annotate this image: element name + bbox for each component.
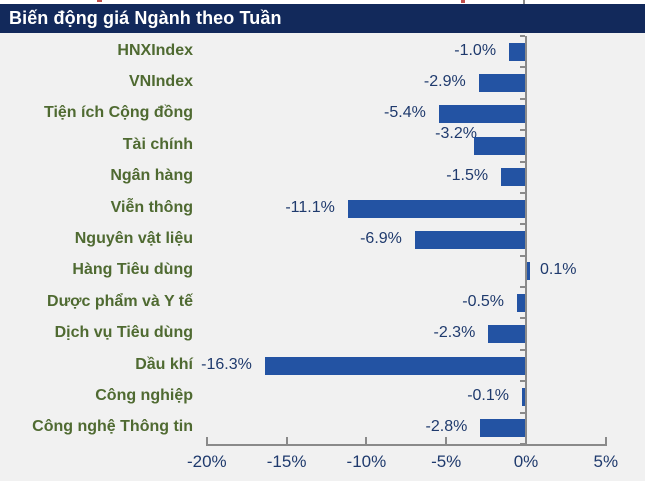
- value-label: -2.9%: [423, 73, 466, 91]
- category-label: Dầu khí: [135, 355, 193, 373]
- category-label: Nguyên vật liệu: [74, 230, 193, 247]
- category-label: Tiện ích Cộng đồng: [43, 104, 193, 122]
- chart-title: Biến động giá Ngành theo Tuần: [9, 8, 282, 28]
- x-axis-tick: [365, 437, 368, 445]
- zero-axis-line: [525, 36, 527, 446]
- x-axis-tick: [604, 437, 607, 445]
- x-axis-line: [205, 444, 607, 446]
- bar: [522, 387, 525, 406]
- category-label: HNXIndex: [117, 41, 193, 59]
- category-label: VNIndex: [128, 73, 193, 91]
- category-axis-tick: [520, 66, 525, 69]
- value-label: -2.3%: [433, 324, 476, 342]
- bar: [480, 419, 525, 438]
- x-axis-tick: [285, 437, 288, 445]
- category-axis-tick: [520, 35, 525, 37]
- category-axis-tick: [520, 129, 525, 132]
- value-label: -0.1%: [467, 386, 509, 404]
- gridline-artifact: [523, 0, 525, 4]
- bar: [478, 74, 525, 93]
- value-label: -1.5%: [446, 167, 489, 185]
- bar: [501, 168, 525, 187]
- red-artifact-mark: [97, 0, 102, 2]
- bar: [438, 105, 525, 124]
- value-label: -6.9%: [360, 230, 402, 247]
- category-axis-tick: [520, 380, 525, 383]
- x-axis-tick-label: 5%: [593, 452, 619, 471]
- x-axis-tick: [445, 437, 448, 445]
- category-axis-tick: [520, 97, 525, 100]
- category-axis-tick: [520, 411, 525, 414]
- bar: [264, 356, 525, 375]
- bar: [473, 136, 525, 155]
- bar: [517, 293, 525, 312]
- category-axis-tick: [520, 223, 525, 226]
- bar: [509, 42, 525, 61]
- chart-title-bar: Biến động giá Ngành theo Tuần: [0, 4, 645, 33]
- bar: [414, 231, 525, 249]
- x-axis-tick-label: 0%: [513, 452, 539, 471]
- x-axis-tick-label: -20%: [186, 452, 227, 471]
- value-label: -3.2%: [435, 124, 477, 142]
- category-label: Công nghiệp: [95, 386, 193, 404]
- value-label: -5.4%: [384, 104, 426, 122]
- category-axis-tick: [520, 317, 525, 320]
- value-label: -11.1%: [285, 198, 335, 216]
- value-label: 0.1%: [540, 261, 577, 279]
- category-label: Viễn thông: [110, 198, 193, 216]
- bar: [527, 262, 530, 281]
- x-axis-tick: [525, 437, 527, 445]
- category-label: Hàng Tiêu dùng: [72, 261, 193, 279]
- value-label: -16.3%: [201, 355, 252, 373]
- top-margin-strip: [0, 0, 645, 4]
- bar: [488, 325, 525, 344]
- x-axis-tick-label: -10%: [346, 452, 387, 471]
- value-label: -2.8%: [425, 418, 468, 436]
- category-label: Dịch vụ Tiêu dùng: [54, 324, 193, 342]
- x-axis-tick: [205, 437, 208, 445]
- value-label: -0.5%: [462, 292, 505, 310]
- category-label: Công nghệ Thông tin: [32, 418, 193, 436]
- category-axis-tick: [520, 286, 525, 289]
- category-label: Tài chính: [122, 135, 193, 153]
- category-label: Ngân hàng: [110, 167, 193, 185]
- category-label: Dược phẩm và Y tế: [47, 292, 193, 310]
- category-axis-tick: [520, 160, 525, 163]
- category-axis-tick: [520, 348, 525, 351]
- x-axis-tick-label: -15%: [266, 452, 307, 471]
- x-axis-tick-label: -5%: [431, 452, 462, 471]
- category-axis-tick: [520, 191, 525, 194]
- red-artifact-mark: [461, 0, 465, 3]
- category-axis-tick: [520, 254, 525, 257]
- value-label: -1.0%: [454, 41, 497, 59]
- bar: [347, 199, 525, 218]
